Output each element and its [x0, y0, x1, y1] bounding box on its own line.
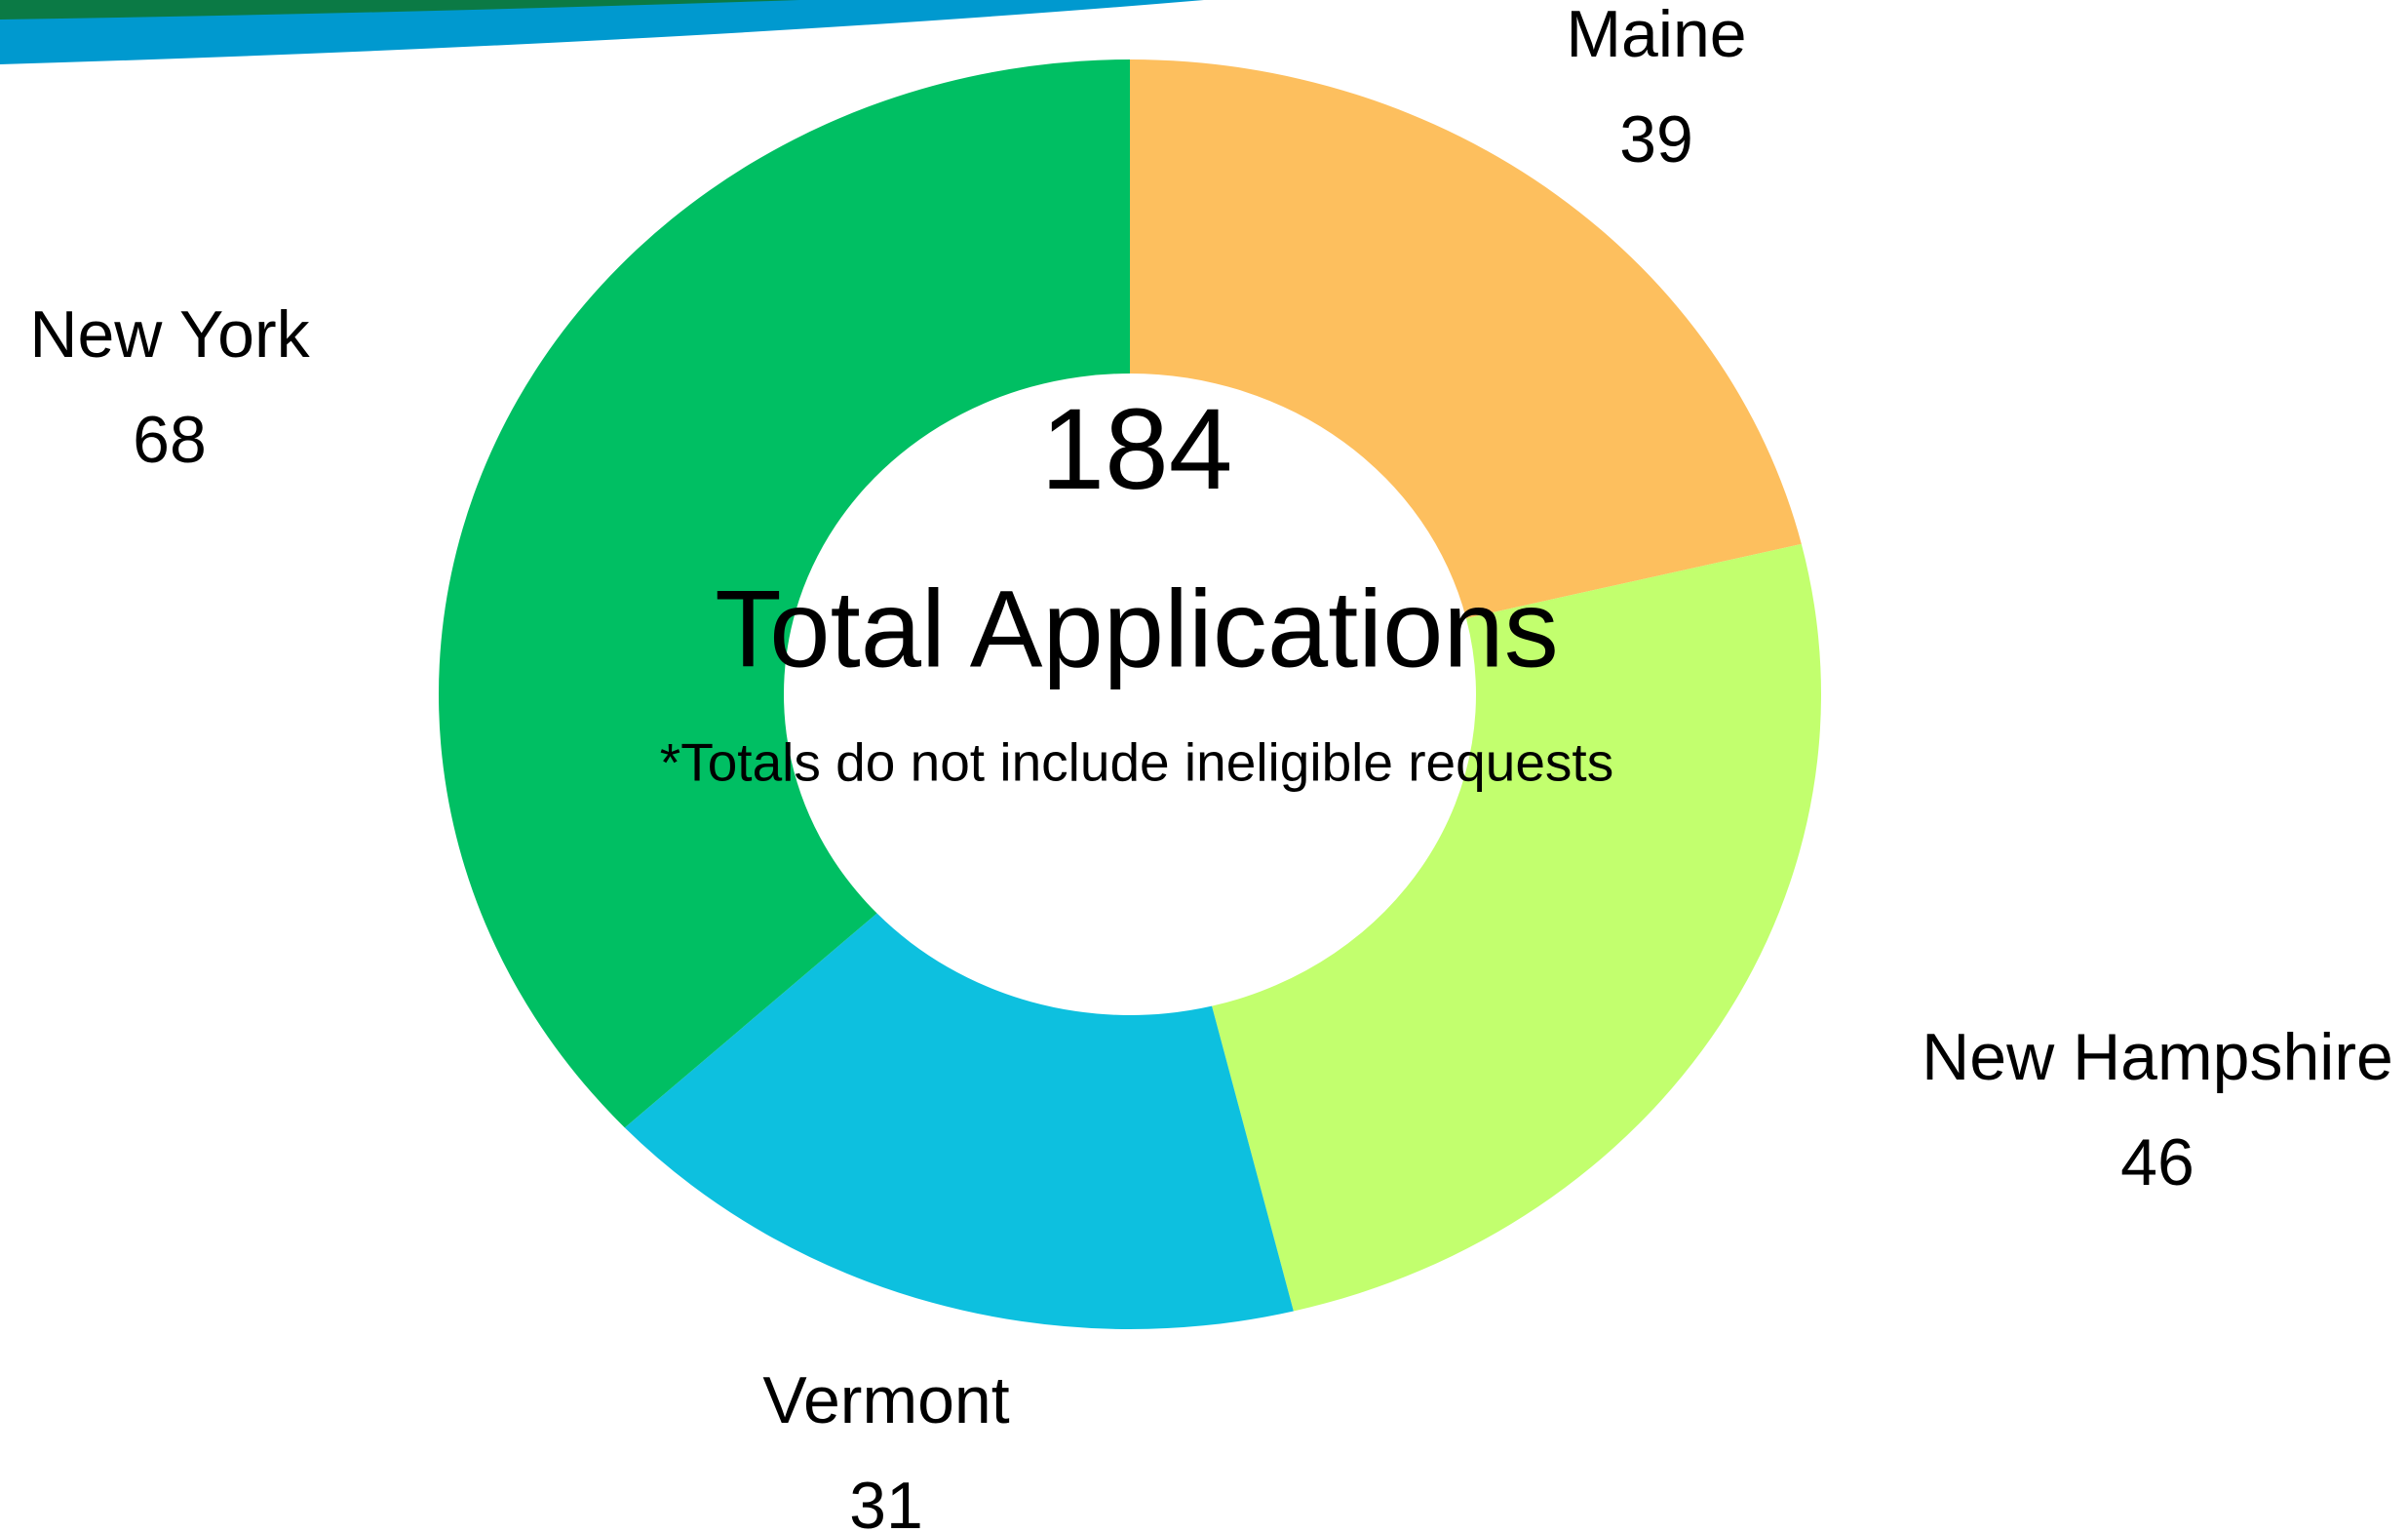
- slice-category-label: New York: [29, 297, 310, 372]
- slice-category-label: New Hampshire: [1922, 1020, 2393, 1094]
- slices: [439, 59, 1821, 1329]
- slice-value-label: 46: [2120, 1125, 2194, 1199]
- slice-value-label: 31: [849, 1469, 923, 1533]
- center-value: 184: [1041, 385, 1233, 514]
- slice: [439, 59, 1131, 1128]
- slice-category-label: Maine: [1566, 0, 1746, 71]
- decor-swoosh-blue: [0, 0, 1204, 64]
- slice: [1212, 543, 1821, 1312]
- note: *Totals do not include ineligible reques…: [660, 732, 1613, 793]
- slice-category-label: Vermont: [762, 1363, 1009, 1437]
- decor-swoosh-green: [0, 0, 799, 20]
- slice-value-label: 68: [133, 403, 207, 477]
- center-label: Total Applications: [715, 569, 1558, 690]
- slice-value-label: 39: [1619, 102, 1693, 177]
- slice: [1130, 59, 1802, 619]
- slice: [624, 913, 1294, 1329]
